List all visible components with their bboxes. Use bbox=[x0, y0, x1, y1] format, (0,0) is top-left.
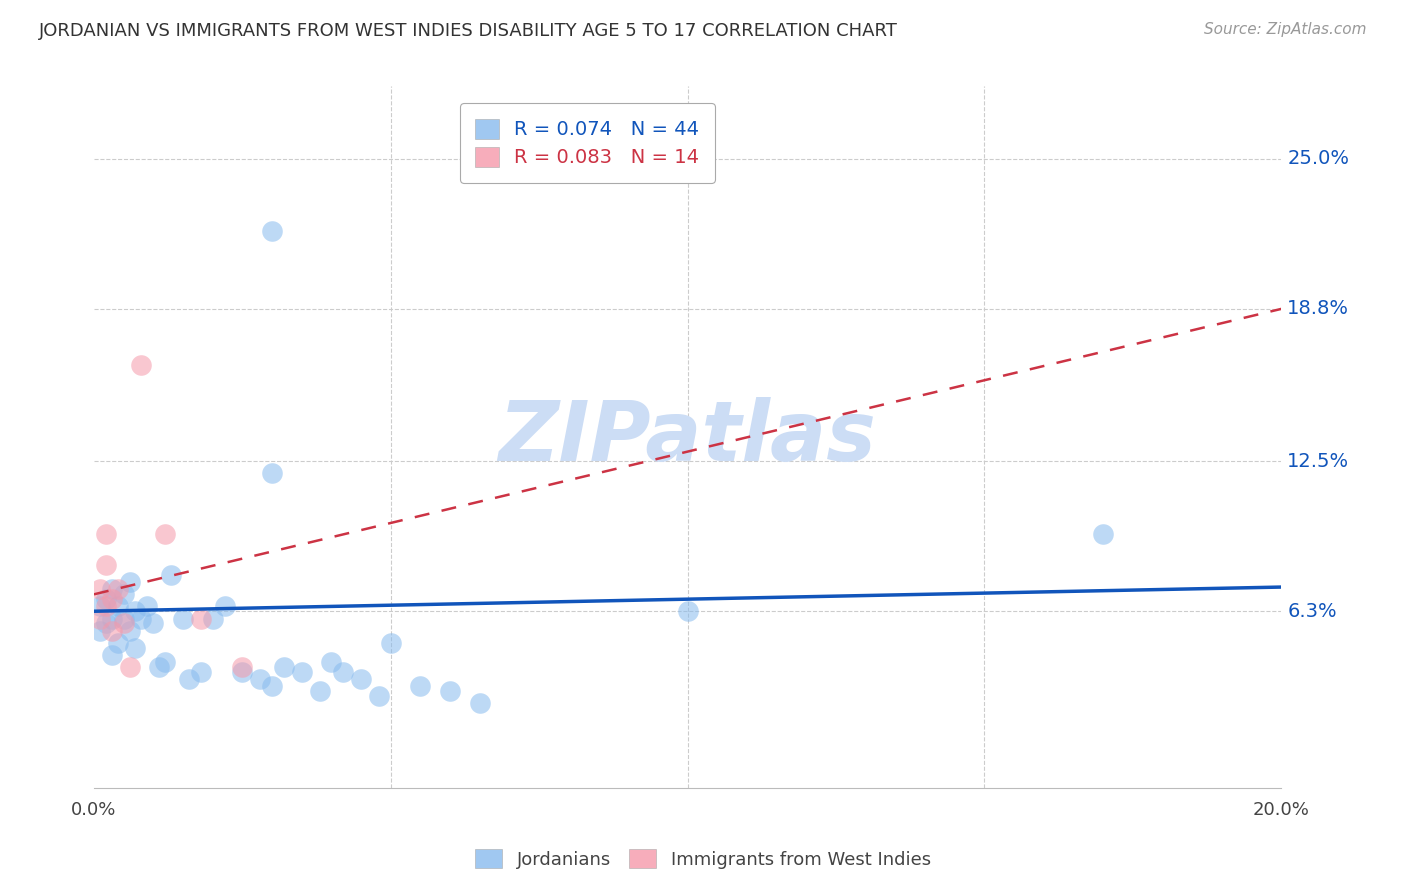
Point bbox=[676, 604, 699, 618]
Point bbox=[100, 624, 122, 638]
Point bbox=[94, 558, 117, 573]
Point bbox=[409, 679, 432, 693]
Point bbox=[308, 684, 330, 698]
Point bbox=[89, 611, 111, 625]
Text: JORDANIAN VS IMMIGRANTS FROM WEST INDIES DISABILITY AGE 5 TO 17 CORRELATION CHAR: JORDANIAN VS IMMIGRANTS FROM WEST INDIES… bbox=[39, 22, 898, 40]
Point bbox=[94, 599, 117, 614]
Point bbox=[100, 611, 122, 625]
Point bbox=[136, 599, 159, 614]
Point bbox=[100, 648, 122, 662]
Text: ZIPatlas: ZIPatlas bbox=[499, 397, 876, 477]
Point bbox=[112, 616, 135, 631]
Point bbox=[89, 599, 111, 614]
Point bbox=[107, 599, 129, 614]
Point bbox=[172, 611, 194, 625]
Point bbox=[100, 592, 122, 607]
Point bbox=[439, 684, 461, 698]
Point bbox=[201, 611, 224, 625]
Text: Source: ZipAtlas.com: Source: ZipAtlas.com bbox=[1204, 22, 1367, 37]
Point bbox=[94, 616, 117, 631]
Point bbox=[89, 624, 111, 638]
Point bbox=[273, 660, 295, 674]
Point bbox=[100, 582, 122, 597]
Point bbox=[177, 672, 200, 686]
Point bbox=[112, 611, 135, 625]
Point bbox=[260, 467, 283, 481]
Point bbox=[112, 587, 135, 601]
Point bbox=[332, 665, 354, 679]
Point bbox=[367, 689, 389, 703]
Legend: R = 0.074   N = 44, R = 0.083   N = 14: R = 0.074 N = 44, R = 0.083 N = 14 bbox=[460, 103, 714, 183]
Point bbox=[142, 616, 165, 631]
Point bbox=[107, 582, 129, 597]
Point bbox=[214, 599, 236, 614]
Point bbox=[124, 640, 146, 655]
Point bbox=[160, 568, 183, 582]
Point bbox=[260, 679, 283, 693]
Point bbox=[131, 358, 153, 372]
Point bbox=[148, 660, 170, 674]
Point bbox=[249, 672, 271, 686]
Point bbox=[190, 611, 212, 625]
Point bbox=[468, 696, 491, 710]
Point bbox=[1092, 526, 1115, 541]
Legend: Jordanians, Immigrants from West Indies: Jordanians, Immigrants from West Indies bbox=[468, 842, 938, 876]
Text: 12.5%: 12.5% bbox=[1286, 451, 1350, 471]
Point bbox=[118, 660, 141, 674]
Point bbox=[118, 575, 141, 590]
Point bbox=[291, 665, 314, 679]
Point bbox=[89, 582, 111, 597]
Point bbox=[124, 604, 146, 618]
Point bbox=[190, 665, 212, 679]
Text: 6.3%: 6.3% bbox=[1286, 602, 1337, 621]
Point bbox=[380, 636, 402, 650]
Point bbox=[350, 672, 373, 686]
Point bbox=[118, 624, 141, 638]
Point bbox=[231, 660, 253, 674]
Point bbox=[94, 592, 117, 607]
Point bbox=[231, 665, 253, 679]
Point bbox=[107, 636, 129, 650]
Text: 18.8%: 18.8% bbox=[1286, 300, 1350, 318]
Text: 25.0%: 25.0% bbox=[1286, 150, 1350, 169]
Point bbox=[94, 526, 117, 541]
Point bbox=[153, 526, 176, 541]
Point bbox=[153, 655, 176, 669]
Point bbox=[321, 655, 343, 669]
Point bbox=[260, 225, 283, 239]
Point bbox=[131, 611, 153, 625]
